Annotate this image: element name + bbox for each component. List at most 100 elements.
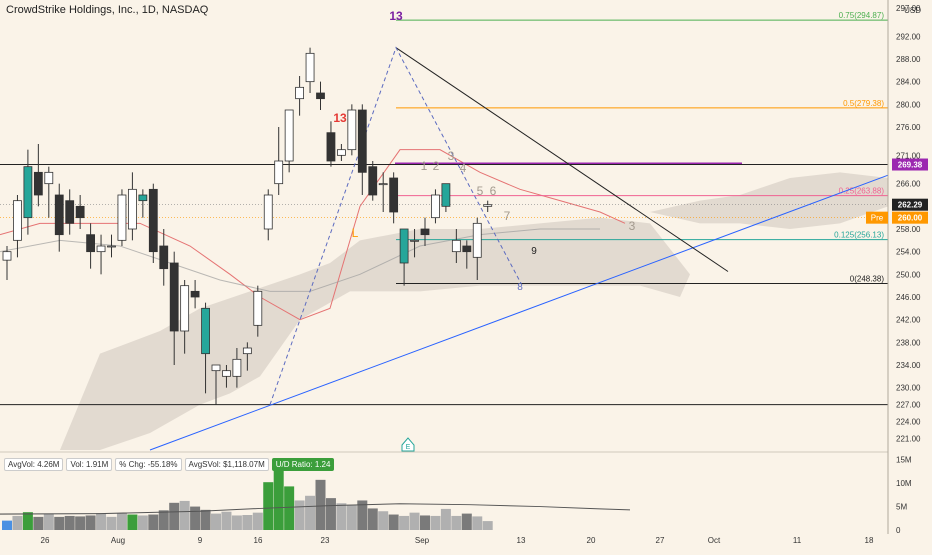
- candle-body[interactable]: [274, 160, 284, 185]
- candle-body[interactable]: [201, 307, 210, 355]
- candle-body[interactable]: [357, 109, 367, 173]
- x-tick-label: 23: [321, 536, 330, 545]
- candle-body[interactable]: [410, 239, 419, 242]
- candle-body[interactable]: [420, 228, 430, 236]
- volume-stat: Vol: 1.91M: [66, 458, 113, 471]
- candle-body[interactable]: [96, 245, 106, 253]
- chart-title: CrowdStrike Holdings, Inc., 1D, NASDAQ: [6, 4, 209, 16]
- td-sequence-number: 1: [421, 159, 428, 173]
- x-tick-label: 27: [656, 536, 665, 545]
- td-count-3: 3: [629, 219, 636, 233]
- candle-body[interactable]: [483, 204, 493, 207]
- x-tick-label: Oct: [708, 536, 721, 545]
- candle-body[interactable]: [347, 109, 357, 151]
- candle-body[interactable]: [441, 183, 451, 207]
- candle-body[interactable]: [54, 194, 64, 236]
- candle-body[interactable]: [169, 262, 179, 332]
- candle-body[interactable]: [107, 245, 116, 248]
- volume-bar: [472, 516, 483, 530]
- td-count-9: 9: [531, 246, 537, 257]
- y-tick-label: 234.00: [896, 361, 921, 370]
- candle-body[interactable]: [378, 183, 388, 186]
- volume-bar: [430, 515, 441, 530]
- candle-body[interactable]: [232, 358, 242, 377]
- candle-body[interactable]: [148, 188, 158, 253]
- volume-bar: [96, 513, 107, 530]
- candle-body[interactable]: [23, 166, 33, 219]
- candle-body[interactable]: [431, 194, 440, 219]
- volume-stats-bar: AvgVol: 4.26M Vol: 1.91M % Chg: -55.18% …: [4, 458, 335, 471]
- trendline-resistance: [395, 47, 729, 272]
- candle-body[interactable]: [190, 290, 200, 298]
- td-sequence-number: 6: [490, 184, 497, 198]
- volume-bar: [200, 509, 211, 530]
- y-tick-label: 238.00: [896, 338, 921, 347]
- x-tick-label: 11: [793, 536, 802, 545]
- pre-label: Pre: [871, 214, 884, 223]
- earnings-icon[interactable]: [401, 437, 415, 452]
- candle-body[interactable]: [462, 245, 472, 253]
- candle-body[interactable]: [211, 364, 221, 372]
- volume-bar: [357, 500, 368, 530]
- volume-bar: [451, 515, 462, 530]
- volume-bar: [252, 512, 263, 530]
- candle-body[interactable]: [13, 200, 22, 241]
- candle-body[interactable]: [65, 200, 75, 224]
- volume-bar: [399, 515, 410, 530]
- candle-body[interactable]: [326, 132, 336, 162]
- candle-body[interactable]: [138, 194, 148, 202]
- candle-body[interactable]: [316, 92, 325, 100]
- candle-body[interactable]: [222, 370, 231, 377]
- volume-bar: [2, 520, 12, 530]
- candle-body[interactable]: [389, 177, 399, 213]
- candle-body[interactable]: [86, 234, 95, 253]
- candle-body[interactable]: [368, 166, 378, 196]
- candle-body[interactable]: [242, 347, 252, 355]
- candle-body[interactable]: [284, 109, 294, 162]
- candle-body[interactable]: [33, 171, 43, 196]
- volume-bar: [211, 513, 221, 530]
- candle-body[interactable]: [117, 194, 127, 241]
- volume-bar: [294, 500, 305, 530]
- y-tick-label: 224.00: [896, 418, 921, 427]
- candle-body[interactable]: [305, 52, 315, 83]
- volume-bar: [231, 515, 242, 530]
- price-tag-last: 262.29: [898, 201, 923, 210]
- x-tick-label: 16: [254, 536, 263, 545]
- ichimoku-cloud-forward: [650, 172, 888, 229]
- volume-bar: [263, 482, 274, 530]
- candle-body[interactable]: [253, 290, 263, 326]
- volume-bar: [336, 503, 347, 530]
- candle-body[interactable]: [295, 86, 305, 100]
- candle-body[interactable]: [159, 245, 169, 270]
- candle-body[interactable]: [336, 149, 346, 156]
- volume-bar: [64, 515, 75, 530]
- candle-body[interactable]: [127, 188, 137, 230]
- td-sequence-number: 5: [477, 184, 484, 198]
- candle-body[interactable]: [472, 222, 482, 258]
- fib-level-label: 0.75(294.87): [839, 11, 885, 20]
- candle-body[interactable]: [451, 239, 461, 253]
- candle-body[interactable]: [263, 194, 273, 230]
- label-L: L: [352, 226, 359, 240]
- avg-volume-stat: AvgVol: 4.26M: [4, 458, 64, 471]
- volume-bar: [461, 513, 472, 530]
- volume-bar: [284, 486, 295, 530]
- candle-body[interactable]: [2, 251, 12, 261]
- td-sequence-number: 3: [448, 149, 455, 163]
- ud-ratio-stat: U/D Ratio: 1.24: [271, 458, 335, 471]
- volume-bar: [148, 514, 159, 530]
- candle-body[interactable]: [180, 285, 190, 332]
- x-tick-label: 9: [198, 536, 203, 545]
- candle-body[interactable]: [399, 228, 409, 264]
- y-tick-label: 250.00: [896, 270, 921, 279]
- candle-body[interactable]: [75, 205, 85, 219]
- candle-body[interactable]: [44, 171, 54, 185]
- volume-bar: [33, 516, 44, 530]
- td-count-8: 8: [517, 282, 523, 293]
- volume-bar: [346, 504, 357, 530]
- volume-bar: [22, 512, 33, 530]
- y-tick-label: 230.00: [896, 384, 921, 393]
- earnings-icon-label: E: [406, 444, 411, 451]
